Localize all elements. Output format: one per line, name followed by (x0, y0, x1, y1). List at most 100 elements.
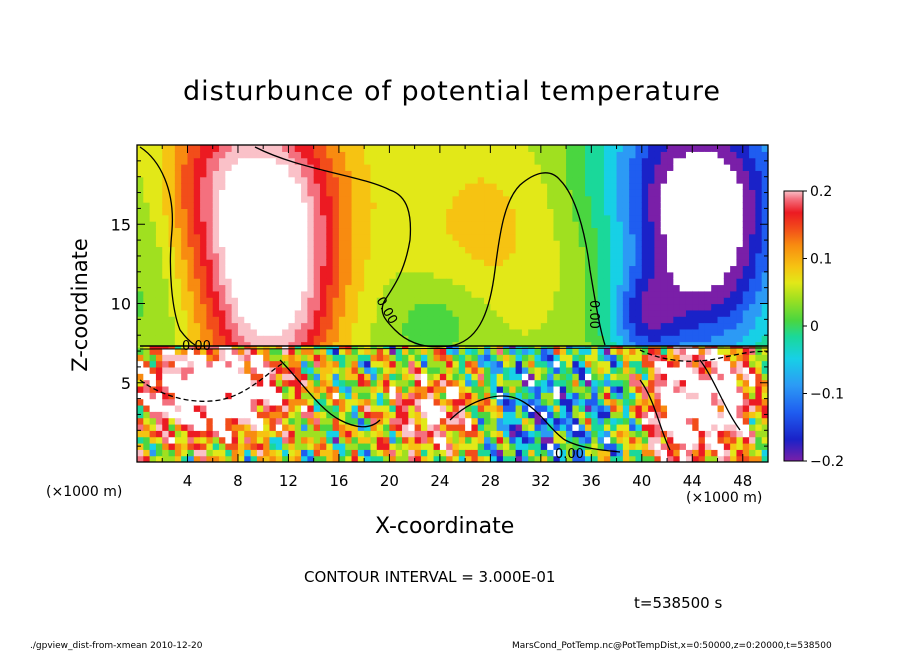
heatmap-cell (692, 303, 700, 311)
heatmap-cell (629, 297, 637, 305)
heatmap-cell (200, 240, 208, 248)
heatmap-cell (263, 157, 271, 165)
heatmap-cell (288, 290, 296, 298)
heatmap-cell (319, 303, 327, 311)
heatmap-cell (319, 411, 327, 419)
heatmap-cell (414, 246, 422, 254)
heatmap-cell (534, 183, 542, 190)
heatmap-cell (332, 303, 340, 311)
heatmap-cell (490, 360, 498, 368)
heatmap-cell (749, 246, 756, 254)
heatmap-cell (389, 309, 397, 317)
heatmap-cell (660, 373, 668, 381)
heatmap-cell (174, 404, 182, 412)
heatmap-cell (458, 297, 466, 305)
heatmap-cell (477, 455, 485, 463)
heatmap-cell (395, 449, 403, 457)
heatmap-cell (345, 392, 353, 400)
heatmap-cell (200, 145, 208, 152)
heatmap-cell (496, 347, 504, 355)
heatmap-cell (465, 366, 473, 374)
heatmap-cell (711, 290, 719, 298)
heatmap-cell (408, 176, 416, 184)
heatmap-cell (275, 404, 283, 412)
heatmap-cell (433, 271, 441, 279)
heatmap-cell (458, 252, 466, 260)
heatmap-cell (509, 170, 517, 178)
heatmap-cell (578, 164, 586, 171)
heatmap-cell (673, 455, 681, 463)
heatmap-cell (313, 221, 321, 229)
heatmap-cell (629, 404, 637, 412)
heatmap-cell (313, 246, 321, 254)
heatmap-cell (521, 208, 529, 216)
heatmap-cell (736, 259, 744, 267)
heatmap-cell (660, 360, 668, 368)
heatmap-cell (755, 221, 763, 229)
heatmap-cell (275, 157, 283, 165)
heatmap-cell (477, 379, 485, 387)
heatmap-cell (736, 278, 744, 286)
heatmap-cell (610, 316, 618, 324)
heatmap-cell (540, 195, 548, 203)
heatmap-cell (269, 392, 277, 400)
heatmap-cell (446, 284, 454, 292)
heatmap-cell (370, 436, 378, 444)
heatmap-cell (496, 271, 504, 279)
heatmap-cell (282, 170, 290, 178)
heatmap-cell (137, 170, 144, 178)
heatmap-cell (250, 157, 258, 165)
heatmap-cell (187, 259, 195, 267)
heatmap-cell (723, 145, 731, 152)
heatmap-cell (465, 284, 473, 292)
heatmap-cell (282, 233, 290, 241)
heatmap-cell (616, 411, 624, 419)
heatmap-cell (528, 271, 536, 279)
heatmap-cell (414, 284, 422, 292)
heatmap-cell (502, 170, 510, 178)
heatmap-cell (319, 233, 327, 241)
heatmap-cell (137, 328, 144, 336)
heatmap-cell (704, 259, 712, 267)
heatmap-cell (402, 195, 409, 203)
heatmap-cell (345, 176, 353, 184)
heatmap-cell (622, 360, 630, 368)
heatmap-cell (566, 354, 573, 362)
heatmap-cell (376, 430, 384, 438)
heatmap-cell (742, 328, 750, 336)
heatmap-cell (667, 322, 674, 330)
heatmap-cell (256, 303, 264, 311)
heatmap-cell (383, 346, 390, 349)
heatmap-cell (137, 354, 144, 362)
heatmap-cell (263, 145, 271, 152)
heatmap-cell (155, 189, 163, 197)
heatmap-cell (610, 189, 618, 197)
heatmap-cell (679, 436, 687, 444)
heatmap-cell (654, 278, 662, 286)
heatmap-cell (288, 214, 296, 222)
heatmap-cell (698, 404, 706, 412)
heatmap-cell (509, 227, 517, 235)
heatmap-cell (288, 404, 296, 412)
heatmap-cell (692, 214, 700, 222)
heatmap-cell (477, 214, 485, 222)
heatmap-cell (660, 449, 668, 457)
heatmap-cell (446, 145, 454, 152)
heatmap-cell (168, 346, 176, 349)
heatmap-cell (313, 360, 321, 368)
heatmap-cell (288, 151, 296, 159)
heatmap-cell (326, 157, 334, 165)
heatmap-cell (332, 246, 340, 254)
heatmap-cell (515, 227, 523, 235)
heatmap-cell (540, 328, 548, 336)
heatmap-cell (648, 271, 656, 279)
heatmap-cell (629, 183, 637, 190)
heatmap-cell (370, 252, 378, 260)
heatmap-cell (137, 195, 144, 203)
heatmap-cell (572, 449, 580, 457)
heatmap-cell (439, 328, 447, 336)
heatmap-cell (629, 240, 637, 248)
heatmap-cell (629, 265, 637, 273)
heatmap-cell (187, 227, 195, 235)
heatmap-cell (326, 195, 334, 203)
